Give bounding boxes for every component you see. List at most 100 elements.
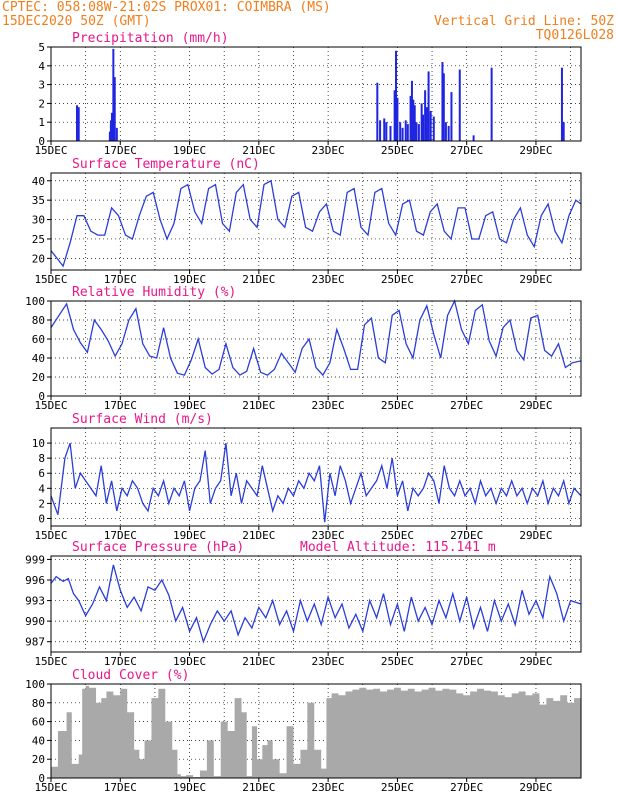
y-tick-label: 20 <box>32 753 45 766</box>
x-tick-label: 17DEC <box>104 399 137 412</box>
x-tick-label: 25DEC <box>381 781 414 794</box>
model-altitude-label: Model Altitude: 115.141 m <box>300 540 496 555</box>
y-tick-label: 20 <box>32 371 45 384</box>
precip-bar <box>441 62 444 141</box>
panel-frame <box>50 683 582 779</box>
x-tick-label: 21DEC <box>242 781 275 794</box>
y-tick-label: 40 <box>32 175 45 188</box>
precip-bar <box>393 90 396 141</box>
y-tick-label: 2 <box>38 97 45 110</box>
y-tick-label: 80 <box>32 314 45 327</box>
precip-bar <box>406 124 409 141</box>
y-tick-label: 993 <box>25 595 45 608</box>
precip-bar <box>396 97 399 141</box>
x-tick-label: 27DEC <box>450 399 483 412</box>
x-tick-label: 29DEC <box>519 655 552 668</box>
precip-bar <box>425 107 428 141</box>
wind-title: Surface Wind (m/s) <box>72 412 213 427</box>
precip-bar <box>442 73 445 141</box>
precip-bar <box>385 122 388 141</box>
y-tick-label: 25 <box>32 233 45 246</box>
rh-line <box>50 299 582 377</box>
x-tick-label: 25DEC <box>381 273 414 286</box>
precip-bar <box>115 127 118 141</box>
precip-bar <box>415 122 418 141</box>
precip-bar <box>562 122 565 141</box>
x-tick-label: 19DEC <box>173 529 206 542</box>
x-tick-label: 15DEC <box>34 273 67 286</box>
x-tick-label: 21DEC <box>242 655 275 668</box>
y-tick-label: 2 <box>38 497 45 510</box>
precip-bar <box>401 127 404 141</box>
chart-header: CPTEC: 058:08W-21:02S PROX01: COIMBRA (M… <box>0 0 618 48</box>
precip-bar <box>75 105 78 141</box>
precip-bar <box>113 77 116 141</box>
precip-bar <box>112 48 115 141</box>
x-tick-label: 21DEC <box>242 273 275 286</box>
y-tick-label: 8 <box>38 452 45 465</box>
x-tick-label: 21DEC <box>242 144 275 157</box>
x-tick-label: 25DEC <box>381 144 414 157</box>
y-tick-label: 987 <box>25 636 45 649</box>
vertical-grid-note: Vertical Grid Line: 50Z <box>433 14 614 29</box>
pres-line <box>50 564 582 644</box>
x-tick-label: 23DEC <box>312 273 345 286</box>
x-tick-label: 27DEC <box>450 144 483 157</box>
precip-bar <box>560 67 563 141</box>
panel-frame <box>50 555 582 653</box>
x-tick-label: 21DEC <box>242 529 275 542</box>
rh-title: Relative Humidity (%) <box>72 285 236 300</box>
x-tick-label: 23DEC <box>312 399 345 412</box>
precip-bar <box>389 125 392 141</box>
x-tick-label: 27DEC <box>450 529 483 542</box>
y-tick-label: 20 <box>32 252 45 265</box>
cloud-title: Cloud Cover (%) <box>72 668 189 683</box>
precip-bar <box>444 122 447 141</box>
precip-bar <box>395 50 398 142</box>
y-tick-label: 990 <box>25 615 45 628</box>
y-tick-label: 60 <box>32 716 45 729</box>
y-tick-label: 35 <box>32 194 45 207</box>
precip-bar <box>432 116 435 141</box>
x-tick-label: 15DEC <box>34 529 67 542</box>
precip-bar <box>379 120 382 141</box>
y-tick-label: 3 <box>38 79 45 92</box>
x-tick-label: 17DEC <box>104 529 137 542</box>
pres-panel: 987 990 993 996 999 15DEC 17DEC 19DEC 21DEC 23DEC… <box>25 540 582 668</box>
precip-bar <box>427 71 430 141</box>
x-tick-label: 27DEC <box>450 655 483 668</box>
x-tick-label: 19DEC <box>173 399 206 412</box>
panel-frame <box>50 46 582 142</box>
precip-bar <box>458 69 461 141</box>
x-tick-label: 23DEC <box>312 144 345 157</box>
y-tick-label: 60 <box>32 333 45 346</box>
y-tick-label: 996 <box>25 574 45 587</box>
pres-title: Surface Pressure (hPa) <box>72 540 244 555</box>
y-tick-label: 0 <box>38 512 45 525</box>
y-tick-label: 40 <box>32 352 45 365</box>
x-tick-label: 29DEC <box>519 399 552 412</box>
x-tick-label: 29DEC <box>519 529 552 542</box>
y-tick-label: 100 <box>25 295 45 308</box>
precip-bar <box>429 110 432 141</box>
y-tick-label: 100 <box>25 678 45 691</box>
precip-bar <box>412 99 415 141</box>
x-tick-label: 19DEC <box>173 144 206 157</box>
y-tick-label: 6 <box>38 467 45 480</box>
precip-bar <box>413 105 416 141</box>
x-tick-label: 19DEC <box>173 273 206 286</box>
x-tick-label: 15DEC <box>34 399 67 412</box>
precip-bar <box>108 131 111 141</box>
precip-bar <box>450 92 453 141</box>
y-tick-label: 999 <box>25 553 45 566</box>
precip-bar <box>409 95 412 141</box>
x-tick-label: 25DEC <box>381 399 414 412</box>
precip-bar <box>410 80 413 141</box>
precip-title: Precipitation (mm/h) <box>72 31 229 46</box>
y-tick-label: 10 <box>32 437 45 450</box>
model-code: TQ0126L028 <box>535 28 614 43</box>
y-tick-label: 40 <box>32 734 45 747</box>
cloud-panel: 0 20 40 60 80 100 15DEC 17DEC 19DEC 21DEC 23DEC 25D… <box>25 668 582 794</box>
precip-bar <box>383 118 386 141</box>
